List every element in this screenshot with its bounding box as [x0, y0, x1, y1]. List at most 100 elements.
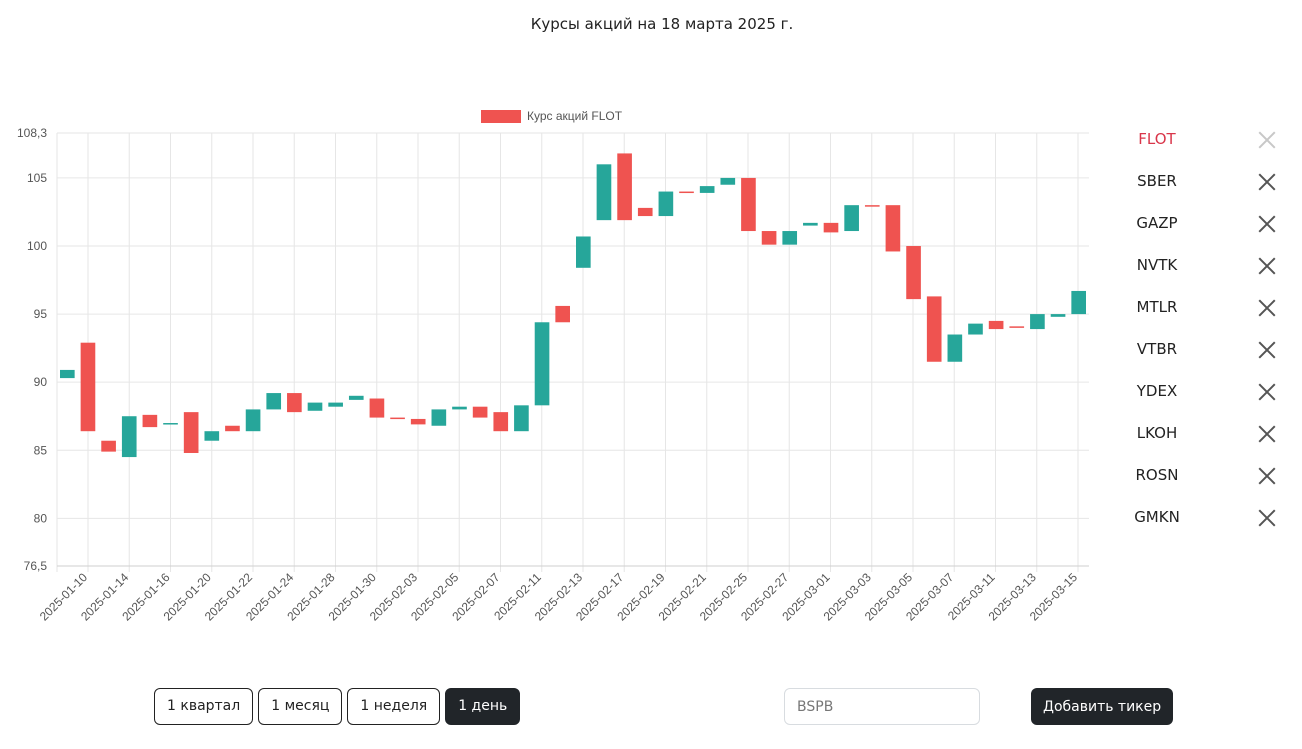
ticker-row: FLOT — [1118, 119, 1302, 161]
period-week-button[interactable]: 1 неделя — [347, 688, 441, 725]
ticker-item-flot[interactable]: FLOT — [1138, 130, 1176, 148]
y-tick-label: 95 — [34, 307, 48, 321]
y-tick-label: 90 — [34, 375, 48, 389]
candle-bar — [720, 177, 736, 185]
candle-bar — [926, 296, 942, 362]
ticker-item-gmkn[interactable]: GMKN — [1134, 508, 1180, 526]
y-tick-label: 108,3 — [17, 126, 47, 140]
close-icon[interactable] — [1256, 339, 1278, 361]
period-day-button[interactable]: 1 день — [445, 688, 521, 725]
close-icon[interactable] — [1256, 297, 1278, 319]
candle-bar — [699, 186, 715, 193]
candle-bar — [637, 207, 653, 217]
candle-bar — [472, 406, 488, 418]
candle-bar — [803, 222, 818, 226]
ticker-row: GAZP — [1118, 203, 1302, 245]
candle-bar — [390, 417, 405, 420]
candle-bar — [988, 320, 1004, 330]
candlestick-chart: 108,31051009590858076,52025-01-102025-01… — [17, 109, 1089, 624]
ticker-item-lkoh[interactable]: LKOH — [1136, 424, 1178, 442]
ticker-item-gazp[interactable]: GAZP — [1136, 214, 1178, 232]
close-icon[interactable] — [1256, 171, 1278, 193]
period-selector: 1 квартал 1 месяц 1 неделя 1 день — [154, 688, 525, 725]
y-tick-label: 85 — [34, 443, 48, 457]
candle-bar — [204, 431, 220, 441]
ticker-row: YDEX — [1118, 371, 1302, 413]
close-icon[interactable] — [1256, 255, 1278, 277]
candle-bar — [80, 342, 96, 432]
ticker-item-nvtk[interactable]: NVTK — [1136, 256, 1178, 274]
y-tick-label: 80 — [34, 511, 48, 525]
close-icon[interactable] — [1256, 465, 1278, 487]
page-title: Курсы акций на 18 марта 2025 г. — [530, 15, 794, 33]
candle-bar — [163, 423, 178, 425]
candle-bar — [183, 412, 199, 453]
candle-bar — [245, 409, 261, 432]
candle-bar — [514, 405, 529, 432]
candle-bar — [60, 369, 75, 379]
candle-bar — [576, 236, 591, 268]
candle-bar — [369, 398, 385, 418]
ticker-item-mtlr[interactable]: MTLR — [1136, 298, 1178, 316]
y-tick-label: 100 — [27, 239, 47, 253]
candle-bar — [1050, 314, 1066, 317]
ticker-row: LKOH — [1118, 413, 1302, 455]
ticker-item-ydex[interactable]: YDEX — [1136, 382, 1178, 400]
period-quarter-button[interactable]: 1 квартал — [154, 688, 254, 725]
candle-bar — [431, 409, 447, 426]
candle-bar — [493, 412, 509, 432]
candle-bar — [823, 222, 839, 233]
candle-bar — [947, 334, 963, 362]
candle-bar — [410, 418, 426, 425]
candle-bar — [1071, 290, 1086, 315]
period-month-button[interactable]: 1 месяц — [258, 688, 343, 725]
legend-swatch — [481, 110, 521, 123]
ticker-row: ROSN — [1118, 455, 1302, 497]
candle-bar — [142, 414, 158, 428]
candle-bar — [761, 231, 777, 245]
ticker-row: NVTK — [1118, 245, 1302, 287]
candle-bar — [679, 191, 694, 194]
candle-bar — [534, 322, 550, 406]
candle-bar — [328, 402, 343, 407]
y-tick-label: 76,5 — [24, 559, 48, 573]
legend-label: Курс акций FLOT — [527, 109, 623, 123]
candle-bar — [121, 416, 137, 458]
candle-bar — [617, 153, 632, 221]
candle-bar — [287, 393, 302, 413]
ticker-row: MTLR — [1118, 287, 1302, 329]
candle-bar — [885, 205, 901, 252]
candle-bar — [844, 205, 859, 232]
ticker-item-vtbr[interactable]: VTBR — [1136, 340, 1178, 358]
candle-bar — [1030, 314, 1045, 330]
close-icon[interactable] — [1256, 129, 1278, 151]
candle-bar — [906, 246, 921, 300]
close-icon[interactable] — [1256, 423, 1278, 445]
ticker-row: GMKN — [1118, 497, 1302, 539]
candle-bar — [596, 164, 612, 221]
candle-bar — [782, 231, 798, 245]
candle-bar — [1009, 326, 1025, 328]
candle-bar — [741, 177, 756, 232]
candle-bar — [864, 205, 880, 207]
candle-bar — [266, 393, 282, 410]
candle-bar — [101, 440, 116, 452]
candle-bar — [348, 395, 364, 400]
candle-bar — [968, 323, 983, 335]
candle-bar — [452, 406, 467, 410]
candle-bar — [555, 305, 570, 323]
y-tick-label: 105 — [27, 171, 47, 185]
ticker-row: VTBR — [1118, 329, 1302, 371]
close-icon[interactable] — [1256, 507, 1278, 529]
candle-bar — [658, 191, 674, 217]
add-ticker-button[interactable]: Добавить тикер — [1031, 688, 1174, 725]
ticker-panel: FLOT SBER GAZP NVTK MTLR VTBR YDEX LKOH … — [1118, 119, 1302, 539]
candle-bar — [307, 402, 323, 411]
ticker-item-rosn[interactable]: ROSN — [1135, 466, 1179, 484]
ticker-row: SBER — [1118, 161, 1302, 203]
ticker-item-sber[interactable]: SBER — [1137, 172, 1177, 190]
close-icon[interactable] — [1256, 213, 1278, 235]
ticker-input[interactable] — [784, 688, 980, 725]
close-icon[interactable] — [1256, 381, 1278, 403]
candle-bar — [225, 425, 240, 432]
